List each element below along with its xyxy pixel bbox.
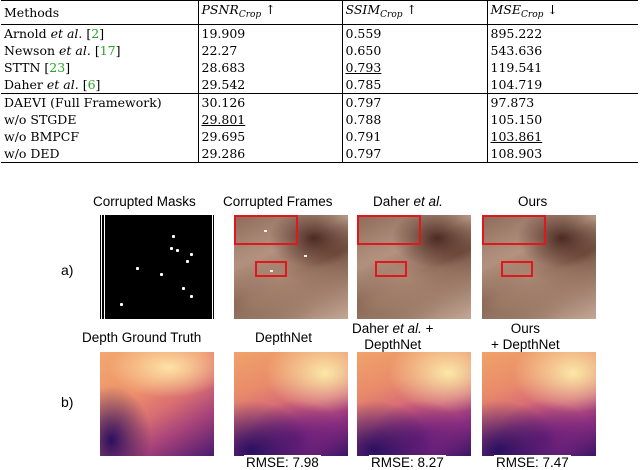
psnr-cell: 19.909 xyxy=(197,24,342,42)
ssim-cell: 0.791 xyxy=(341,128,487,145)
table-row: DAEVI (Full Framework) 30.126 0.797 97.8… xyxy=(1,93,638,111)
rmse-ours: RMSE: 7.47 xyxy=(494,455,571,470)
table-row: w/o DED 29.286 0.797 108.903 xyxy=(1,145,638,163)
ours-result-image xyxy=(482,215,596,319)
ssim-cell: 0.785 xyxy=(341,76,487,94)
psnr-cell: 22.27 xyxy=(197,42,342,59)
citation-link[interactable]: 17 xyxy=(99,43,116,58)
rmse-daher: RMSE: 8.27 xyxy=(369,455,446,470)
psnr-cell: 29.695 xyxy=(197,128,342,145)
method-cell: STTN [23] xyxy=(4,60,71,75)
daher-depthnet-depth-image xyxy=(357,352,471,456)
depth-ground-truth-image xyxy=(100,352,214,456)
table-row: Newson et al. [17] 22.27 0.650 543.636 xyxy=(1,42,638,59)
header-mse: MSECrop ↓ xyxy=(486,0,638,25)
highlight-box-small xyxy=(255,261,287,277)
label-corrupted-frames: Corrupted Frames xyxy=(223,194,333,209)
label-daher: Daher et al. xyxy=(373,194,443,209)
ssim-cell: 0.797 xyxy=(341,145,487,163)
psnr-cell: 29.542 xyxy=(197,76,342,94)
highlight-box-large xyxy=(482,215,546,245)
mse-cell: 105.150 xyxy=(486,111,638,128)
table-row: w/o STGDE 29.801 0.788 105.150 xyxy=(1,111,638,128)
results-table: Methods PSNRCrop ↑ SSIMCrop ↑ MSECrop ↓ … xyxy=(1,0,638,163)
ssim-cell: 0.788 xyxy=(341,111,487,128)
label-daher-depthnet: Daher et al. + DepthNet xyxy=(352,321,434,352)
label-depthnet: DepthNet xyxy=(255,330,313,345)
method-cell: Arnold et al. [2] xyxy=(4,26,105,41)
mse-cell: 97.873 xyxy=(486,93,638,111)
table-row: Daher et al. [6] 29.542 0.785 104.719 xyxy=(1,76,638,94)
row-label-b: b) xyxy=(61,394,74,410)
highlight-box-small xyxy=(375,261,407,277)
header-psnr: PSNRCrop ↑ xyxy=(197,0,342,25)
table-row: w/o BMPCF 29.695 0.791 103.861 xyxy=(1,128,638,145)
corrupted-frame-image xyxy=(234,215,348,319)
highlight-box-large xyxy=(234,215,298,245)
method-cell: Daher et al. [6] xyxy=(4,77,101,92)
psnr-cell: 28.683 xyxy=(197,59,342,76)
highlight-box-large xyxy=(357,215,421,245)
ssim-cell: 0.650 xyxy=(341,42,487,59)
header-ssim: SSIMCrop ↑ xyxy=(341,0,487,25)
citation-link[interactable]: 23 xyxy=(49,60,66,75)
corrupted-mask-image xyxy=(100,215,214,319)
label-ours: Ours xyxy=(518,194,548,209)
psnr-cell: 29.286 xyxy=(197,145,342,163)
mse-cell: 103.861 xyxy=(486,128,638,145)
row-label-a: a) xyxy=(61,262,74,278)
ssim-cell: 0.559 xyxy=(341,24,487,42)
label-ours-depthnet: Ours + DepthNet xyxy=(491,321,560,352)
method-cell: w/o BMPCF xyxy=(4,129,80,144)
psnr-cell: 29.801 xyxy=(197,111,342,128)
method-cell: Newson et al. [17] xyxy=(4,43,121,58)
label-corrupted-masks: Corrupted Masks xyxy=(93,194,196,209)
citation-link[interactable]: 6 xyxy=(87,77,96,92)
mse-cell: 895.222 xyxy=(486,24,638,42)
psnr-cell: 30.126 xyxy=(197,93,342,111)
mse-cell: 543.636 xyxy=(486,42,638,59)
ours-depthnet-depth-image xyxy=(482,352,596,456)
citation-link[interactable]: 2 xyxy=(91,26,100,41)
ssim-cell: 0.797 xyxy=(341,93,487,111)
mse-cell: 104.719 xyxy=(486,76,638,94)
header-methods: Methods xyxy=(4,5,60,20)
method-cell: w/o DED xyxy=(4,146,60,161)
table-row: Arnold et al. [2] 19.909 0.559 895.222 xyxy=(1,24,638,42)
table-header-row: Methods PSNRCrop ↑ SSIMCrop ↑ MSECrop ↓ xyxy=(1,0,638,25)
method-cell: w/o STGDE xyxy=(4,112,77,127)
depthnet-depth-image xyxy=(234,352,348,456)
mse-cell: 108.903 xyxy=(486,145,638,163)
method-cell: DAEVI (Full Framework) xyxy=(4,95,162,110)
highlight-box-small xyxy=(501,261,533,277)
label-depth-ground-truth: Depth Ground Truth xyxy=(82,330,202,345)
table-row: STTN [23] 28.683 0.793 119.541 xyxy=(1,59,638,76)
rmse-depthnet: RMSE: 7.98 xyxy=(244,455,321,470)
daher-result-image xyxy=(357,215,471,319)
mse-cell: 119.541 xyxy=(486,59,638,76)
ssim-cell: 0.793 xyxy=(341,59,487,76)
